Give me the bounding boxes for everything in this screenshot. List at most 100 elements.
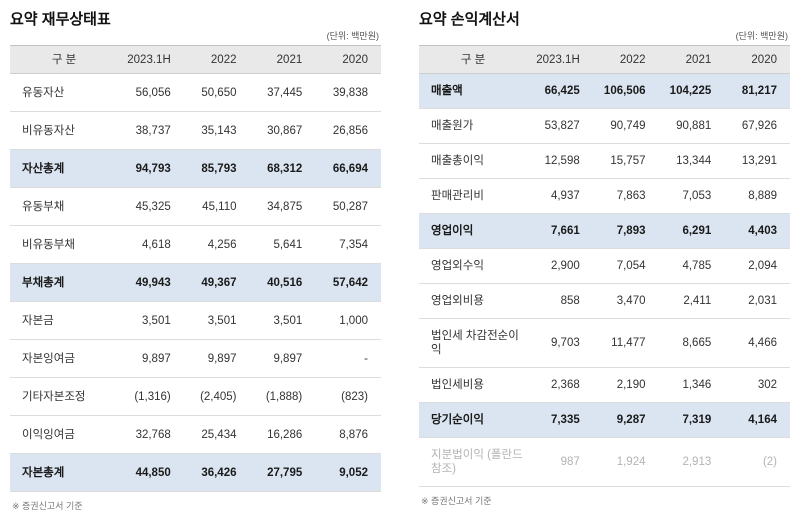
column-header-year: 2023.1H <box>527 45 593 74</box>
cell-value: 2,190 <box>592 367 659 403</box>
cell-value: 1,346 <box>658 367 725 403</box>
table-row: 자본총계 44,850 36,426 27,795 9,052 <box>10 453 381 492</box>
cell-value: 37,445 <box>249 73 316 112</box>
row-label: 비유동부채 <box>10 225 118 264</box>
cell-value: 12,598 <box>527 143 593 179</box>
cell-value: 4,466 <box>724 318 790 368</box>
table-row: 부채총계 49,943 49,367 40,516 57,642 <box>10 263 381 302</box>
cell-value: (2) <box>724 437 790 487</box>
column-header-year: 2021 <box>658 45 725 74</box>
cell-value: 9,703 <box>527 318 593 368</box>
table-row: 비유동자산 38,737 35,143 30,867 26,856 <box>10 111 381 150</box>
income-statement-section: 요약 손익계산서 (단위: 백만원) 구 분 2023.1H 2022 2021 202… <box>419 8 790 512</box>
cell-value: 9,052 <box>315 453 381 492</box>
row-label: 당기순이익 <box>419 402 527 438</box>
table-row: 비유동부채 4,618 4,256 5,641 7,354 <box>10 225 381 264</box>
cell-value: 26,856 <box>315 111 381 150</box>
cell-value: 15,757 <box>592 143 659 179</box>
cell-value: 66,694 <box>315 149 381 188</box>
row-label: 자본잉여금 <box>10 339 118 378</box>
row-label: 영업외수익 <box>419 248 527 284</box>
income-statement-title: 요약 손익계산서 <box>419 11 520 28</box>
balance-sheet-section: 요약 재무상태표 (단위: 백만원) 구 분 2023.1H 2022 2021 202… <box>10 8 381 512</box>
unit-note: (단위: 백만원) <box>735 31 788 41</box>
cell-value: 4,256 <box>183 225 250 264</box>
table-row: 법인세 차감전순이익 9,703 11,477 8,665 4,466 <box>419 318 790 368</box>
cell-value: 7,319 <box>658 402 725 438</box>
row-label: 유동부채 <box>10 187 118 226</box>
row-label: 비유동자산 <box>10 111 118 150</box>
cell-value: 8,876 <box>315 415 381 454</box>
cell-value: 7,863 <box>592 178 659 214</box>
column-header-label: 구 분 <box>10 45 118 74</box>
cell-value: 11,477 <box>592 318 659 368</box>
table-row: 지분법이익 (폴란드 참조) 987 1,924 2,913 (2) <box>419 437 790 487</box>
row-label: 판매관리비 <box>419 178 527 214</box>
cell-value: 90,749 <box>592 108 659 144</box>
income-statement-table: 구 분 2023.1H 2022 2021 2020 매출액 66,425 106,506 1… <box>419 45 790 487</box>
cell-value: 94,793 <box>118 149 184 188</box>
table-row: 이익잉여금 32,768 25,434 16,286 8,876 <box>10 415 381 454</box>
cell-value: 3,501 <box>183 301 250 340</box>
cell-value: 38,737 <box>118 111 184 150</box>
cell-value: 68,312 <box>249 149 316 188</box>
table-row: 당기순이익 7,335 9,287 7,319 4,164 <box>419 402 790 438</box>
row-label: 매출원가 <box>419 108 527 144</box>
cell-value: (1,316) <box>118 377 184 416</box>
cell-value: 8,665 <box>658 318 725 368</box>
cell-value: 13,344 <box>658 143 725 179</box>
cell-value: 50,650 <box>183 73 250 112</box>
table-row: 매출총이익 12,598 15,757 13,344 13,291 <box>419 143 790 179</box>
row-label: 부채총계 <box>10 263 118 302</box>
cell-value: 27,795 <box>249 453 316 492</box>
cell-value: (823) <box>315 377 381 416</box>
cell-value: - <box>315 339 381 378</box>
cell-value: 9,897 <box>183 339 250 378</box>
table-row: 매출원가 53,827 90,749 90,881 67,926 <box>419 108 790 144</box>
cell-value: 1,924 <box>592 437 659 487</box>
footnote: ※ 증권신고서 기준 <box>12 501 83 511</box>
row-label: 법인세 차감전순이익 <box>419 318 527 368</box>
table-row: 유동부채 45,325 45,110 34,875 50,287 <box>10 187 381 226</box>
cell-value: 13,291 <box>724 143 790 179</box>
cell-value: 2,411 <box>658 283 725 319</box>
cell-value: 106,506 <box>592 73 659 109</box>
balance-sheet-title: 요약 재무상태표 <box>10 11 111 28</box>
cell-value: 57,642 <box>315 263 381 302</box>
row-label: 이익잉여금 <box>10 415 118 454</box>
cell-value: 7,661 <box>527 213 593 249</box>
cell-value: 67,926 <box>724 108 790 144</box>
cell-value: 45,325 <box>118 187 184 226</box>
cell-value: 3,501 <box>249 301 316 340</box>
cell-value: 7,053 <box>658 178 725 214</box>
cell-value: 858 <box>527 283 593 319</box>
cell-value: 1,000 <box>315 301 381 340</box>
column-header-year: 2020 <box>724 45 790 74</box>
cell-value: 4,618 <box>118 225 184 264</box>
table-row: 자본잉여금 9,897 9,897 9,897- <box>10 339 381 378</box>
cell-value: 66,425 <box>527 73 593 109</box>
cell-value: 7,354 <box>315 225 381 264</box>
cell-value: 104,225 <box>658 73 725 109</box>
row-label: 법인세비용 <box>419 367 527 403</box>
cell-value: 34,875 <box>249 187 316 226</box>
row-label: 기타자본조정 <box>10 377 118 416</box>
cell-value: 49,943 <box>118 263 184 302</box>
cell-value: 8,889 <box>724 178 790 214</box>
cell-value: 2,094 <box>724 248 790 284</box>
cell-value: (2,405) <box>183 377 250 416</box>
cell-value: 302 <box>724 367 790 403</box>
cell-value: 7,335 <box>527 402 593 438</box>
row-label: 매출총이익 <box>419 143 527 179</box>
cell-value: 36,426 <box>183 453 250 492</box>
table-row: 법인세비용 2,368 2,190 1,346 302 <box>419 367 790 403</box>
table-row: 영업이익 7,661 7,893 6,291 4,403 <box>419 213 790 249</box>
cell-value: 81,217 <box>724 73 790 109</box>
cell-value: 9,287 <box>592 402 659 438</box>
table-row: 기타자본조정 (1,316) (2,405) (1,888) (823) <box>10 377 381 416</box>
column-header-year: 2023.1H <box>118 45 184 74</box>
table-row: 영업외수익 2,900 7,054 4,785 2,094 <box>419 248 790 284</box>
cell-value: 4,937 <box>527 178 593 214</box>
cell-value: 30,867 <box>249 111 316 150</box>
